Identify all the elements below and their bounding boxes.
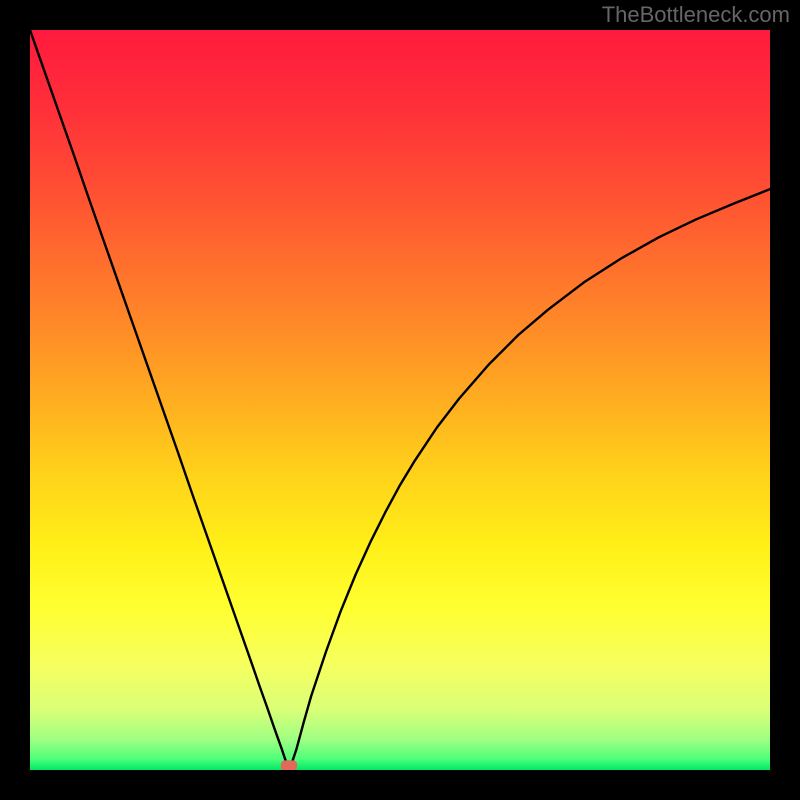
chart-background-gradient <box>30 30 770 770</box>
optimal-point-marker <box>281 760 297 770</box>
watermark-text: TheBottleneck.com <box>602 2 790 28</box>
chart-frame: TheBottleneck.com <box>0 0 800 800</box>
chart-svg <box>30 30 770 770</box>
plot-area <box>30 30 770 770</box>
